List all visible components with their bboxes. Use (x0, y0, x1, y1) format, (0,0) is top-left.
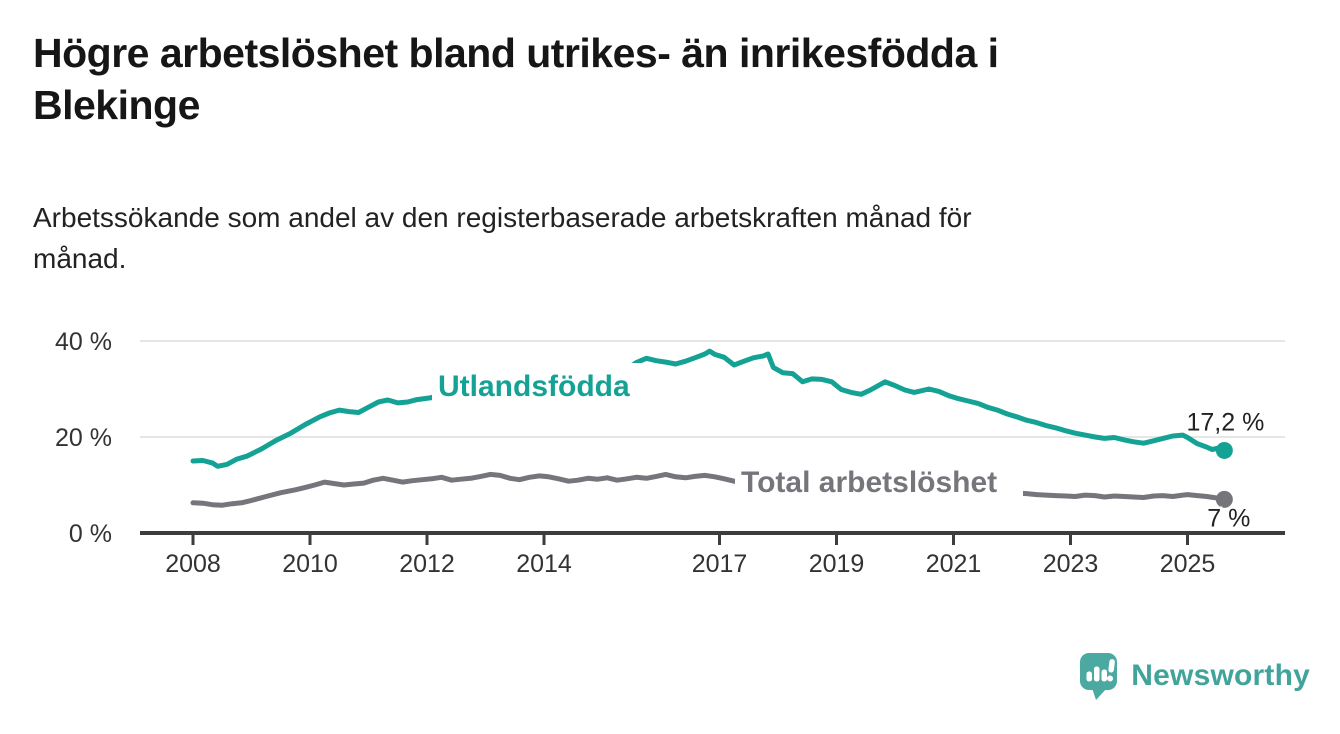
series-end-dot (1215, 490, 1233, 508)
series-lines (190, 348, 1227, 508)
y-tick-label: 0 % (69, 520, 112, 548)
x-axis-ticks: 2008 2010 2012 2014 2017 2019 2021 2023 2025 (165, 533, 1215, 578)
x-tick-label: 2010 (282, 550, 338, 578)
y-axis-labels: 0 % 20 % 40 % (55, 328, 112, 548)
x-tick-label: 2025 (1160, 550, 1216, 578)
newsworthy-logo: Newsworthy (1079, 652, 1310, 700)
utlandsfodda-label-cover (432, 363, 645, 402)
series-end-value-label: 7 % (1207, 504, 1250, 532)
x-tick-label: 2019 (809, 550, 865, 578)
newsworthy-logo-text: Newsworthy (1131, 659, 1310, 692)
x-tick-label: 2008 (165, 550, 221, 578)
x-tick-label: 2014 (516, 550, 572, 578)
series-end-dot (1215, 441, 1233, 459)
x-tick-label: 2021 (926, 550, 982, 578)
series-line-total-arbetsloshet (190, 471, 1227, 508)
series-label-total-arbetsloshet: Total arbetslöshet (741, 466, 997, 499)
chart-subtitle-line2: månad. (33, 242, 127, 274)
y-tick-label: 40 % (55, 328, 112, 356)
x-tick-label: 2012 (399, 550, 455, 578)
unemployment-line-chart: 0 % 20 % 40 % Utlandsfödda Total arbetslös… (55, 328, 1285, 578)
series-line-utlandsfodda (190, 348, 1227, 469)
total-label-cover (735, 463, 1023, 500)
chart-subtitle-line1: Arbetssökande som andel av den registerb… (33, 202, 972, 233)
newsworthy-logo-icon (1080, 653, 1118, 700)
y-tick-label: 20 % (55, 424, 112, 452)
x-tick-label: 2023 (1043, 550, 1099, 578)
chart-title-line2: Blekinge (33, 81, 200, 128)
series-end-value-label: 17,2 % (1187, 408, 1265, 436)
series-label-utlandsfodda: Utlandsfödda (438, 370, 630, 403)
x-tick-label: 2017 (692, 550, 748, 578)
chart-subtitle: Arbetssökande som andel av den registerb… (33, 198, 1283, 279)
chart-title: Högre arbetslöshet bland utrikes- än inr… (33, 28, 1283, 131)
chart-title-line1: Högre arbetslöshet bland utrikes- än inr… (33, 30, 999, 76)
series-end-markers: 17,2 % 7 % (1184, 406, 1267, 535)
